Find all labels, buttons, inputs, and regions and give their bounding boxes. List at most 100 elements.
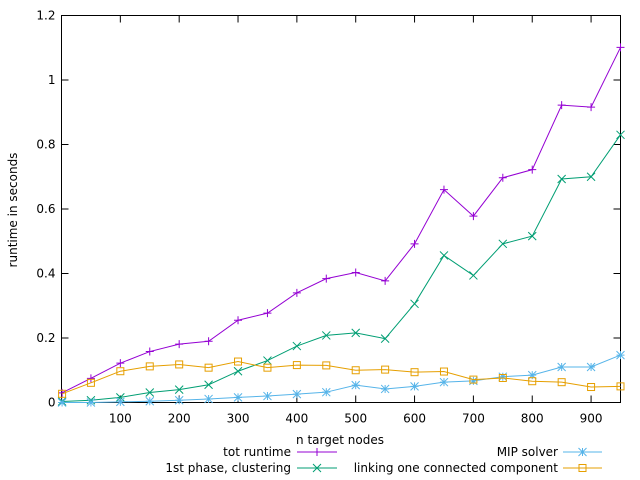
data-point	[351, 366, 360, 375]
data-point	[498, 372, 508, 382]
data-point	[174, 395, 184, 405]
data-point	[145, 388, 155, 397]
data-point	[174, 385, 184, 394]
data-point	[380, 384, 390, 394]
data-point	[58, 389, 67, 398]
data-point	[86, 398, 96, 407]
x-tick-label: 500	[344, 412, 367, 426]
data-point	[527, 231, 537, 241]
data-point	[145, 347, 154, 356]
data-point	[557, 362, 567, 372]
data-point	[469, 271, 478, 280]
data-point	[557, 378, 566, 387]
data-point	[115, 392, 125, 402]
data-point	[498, 373, 507, 382]
data-point	[439, 377, 449, 387]
series-line	[62, 134, 621, 403]
x-tick-label: 700	[462, 412, 485, 426]
data-point	[204, 380, 213, 390]
data-point	[86, 378, 95, 387]
data-point	[469, 375, 478, 384]
data-point	[292, 341, 302, 351]
plot-frame	[61, 15, 621, 403]
data-point	[292, 389, 302, 399]
data-point	[380, 334, 390, 343]
legend-item: 1st phase, clustering	[165, 461, 337, 475]
y-tick-label: 0	[48, 396, 56, 410]
data-point	[410, 299, 419, 309]
series-line	[61, 361, 621, 395]
data-point	[616, 350, 625, 360]
legend-label: MIP solver	[497, 445, 558, 459]
legend: tot runtime 1st phase, clustering MIP solv…	[165, 445, 602, 475]
data-point	[115, 397, 125, 407]
data-point	[175, 340, 184, 349]
data-point	[204, 337, 213, 346]
data-point	[263, 356, 272, 365]
data-point	[57, 398, 67, 407]
data-point	[381, 276, 390, 285]
legend-label: 1st phase, clustering	[165, 461, 291, 475]
data-point	[586, 362, 596, 372]
data-point	[528, 377, 537, 386]
legend-marker	[578, 447, 587, 457]
data-point	[469, 376, 478, 386]
x-tick-label: 600	[403, 412, 426, 426]
x-tick-label: 100	[109, 412, 132, 426]
data-point	[586, 172, 596, 182]
y-tick-label: 0.8	[36, 138, 55, 152]
data-point	[528, 165, 537, 174]
legend-item: MIP solver	[497, 445, 602, 459]
y-tick-label: 0.2	[36, 331, 55, 345]
data-point	[557, 174, 567, 184]
x-axis-title: n target nodes	[296, 433, 384, 447]
data-point	[410, 382, 419, 391]
data-point	[263, 309, 272, 318]
data-point	[292, 361, 301, 370]
data-point	[116, 367, 125, 376]
data-point	[116, 359, 125, 368]
data-point	[234, 357, 243, 366]
data-point	[439, 185, 448, 194]
legend-marker	[578, 464, 587, 472]
data-point	[321, 387, 331, 397]
data-point	[292, 288, 301, 297]
data-point	[498, 239, 508, 249]
data-point	[557, 101, 566, 110]
series-line	[62, 354, 621, 403]
legend-item: linking one connected component	[354, 461, 602, 475]
data-point	[145, 362, 154, 371]
legend-item: tot runtime	[223, 445, 337, 459]
data-point	[587, 103, 596, 112]
data-point	[410, 368, 419, 377]
x-tick-label: 200	[168, 412, 191, 426]
series-line	[61, 47, 621, 394]
data-point	[175, 360, 184, 369]
data-point	[204, 363, 213, 372]
series-mip-solver	[57, 350, 625, 407]
legend-marker	[313, 448, 321, 456]
legend-label: tot runtime	[223, 445, 291, 459]
x-tick-label: 900	[580, 412, 603, 426]
data-point	[616, 130, 625, 140]
series-1st-phase-clustering	[57, 130, 625, 406]
data-point	[145, 396, 155, 406]
data-point	[322, 274, 331, 283]
data-point	[321, 331, 331, 340]
data-point	[587, 383, 596, 392]
data-point	[616, 43, 625, 52]
series-tot-runtime	[58, 43, 625, 397]
axis-ticks: 0 0.2 0.4 0.6 0.8 1 1.2 100 200 300 400 500 600 700 80…	[36, 9, 621, 426]
x-tick-label: 400	[285, 412, 308, 426]
y-tick-label: 1	[48, 73, 56, 87]
y-tick-label: 0.4	[36, 267, 55, 281]
data-point	[439, 367, 448, 376]
data-point	[233, 366, 243, 376]
data-point	[263, 363, 272, 372]
data-point	[351, 380, 361, 390]
data-point	[439, 251, 449, 260]
data-point	[410, 239, 419, 248]
y-tick-label: 0.6	[36, 202, 55, 216]
y-tick-label: 1.2	[36, 9, 55, 23]
